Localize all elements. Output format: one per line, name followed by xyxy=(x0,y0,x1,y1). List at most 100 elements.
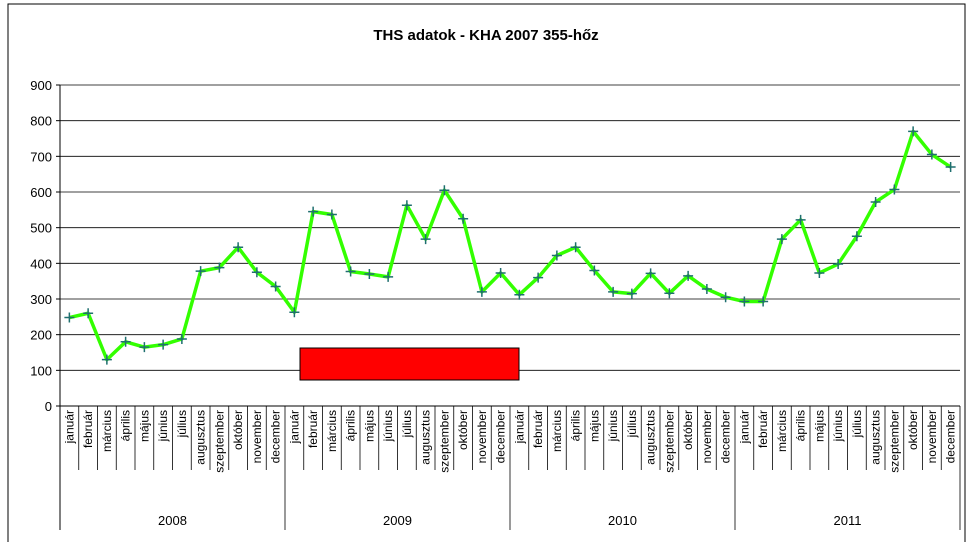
data-marker xyxy=(533,272,544,283)
data-marker xyxy=(195,266,206,277)
data-marker xyxy=(833,259,844,270)
data-marker xyxy=(101,354,112,365)
data-marker xyxy=(758,296,769,307)
x-tick-label: május xyxy=(587,410,601,442)
data-marker xyxy=(420,234,431,245)
data-marker xyxy=(720,292,731,303)
data-marker xyxy=(439,185,450,196)
y-tick-label: 400 xyxy=(30,256,52,271)
data-marker xyxy=(401,200,412,211)
x-tick-label: február xyxy=(531,410,545,448)
x-tick-label: szeptember xyxy=(887,410,901,473)
data-marker xyxy=(214,262,225,273)
x-tick-label: május xyxy=(812,410,826,442)
data-marker xyxy=(495,267,506,278)
x-tick-label: október xyxy=(456,410,470,450)
x-tick-label: január xyxy=(287,410,301,444)
y-tick-label: 600 xyxy=(30,185,52,200)
data-marker xyxy=(345,266,356,277)
data-marker xyxy=(739,296,750,307)
y-tick-label: 0 xyxy=(45,399,52,414)
x-tick-label: március xyxy=(100,410,114,452)
data-marker xyxy=(514,289,525,300)
x-tick-label: május xyxy=(137,410,151,442)
x-tick-label: február xyxy=(306,410,320,448)
data-marker xyxy=(139,342,150,353)
x-tick-label: november xyxy=(250,410,264,463)
x-tick-label: október xyxy=(231,410,245,450)
data-marker xyxy=(889,184,900,195)
x-tick-label: augusztus xyxy=(194,410,208,465)
data-marker xyxy=(570,242,581,253)
data-marker xyxy=(458,213,469,224)
x-tick-label: június xyxy=(831,410,845,442)
group-label: 2008 xyxy=(158,513,187,528)
x-tick-label: szeptember xyxy=(662,410,676,473)
x-tick-label: március xyxy=(325,410,339,452)
y-tick-label: 900 xyxy=(30,78,52,93)
x-tick-label: március xyxy=(550,410,564,452)
data-marker xyxy=(233,242,244,253)
data-marker xyxy=(364,269,375,280)
x-tick-label: április xyxy=(794,410,808,441)
x-tick-label: november xyxy=(700,410,714,463)
x-tick-label: december xyxy=(944,410,958,463)
data-marker xyxy=(289,307,300,318)
group-label: 2009 xyxy=(383,513,412,528)
data-marker xyxy=(308,206,319,217)
y-tick-label: 700 xyxy=(30,149,52,164)
chart-frame xyxy=(7,3,966,542)
data-marker xyxy=(83,308,94,319)
y-tick-label: 800 xyxy=(30,114,52,129)
x-tick-label: január xyxy=(737,410,751,444)
y-tick-label: 100 xyxy=(30,363,52,378)
x-tick-label: április xyxy=(569,410,583,441)
highlight-box xyxy=(299,347,520,381)
data-marker xyxy=(176,333,187,344)
x-tick-label: július xyxy=(625,410,639,438)
data-marker xyxy=(270,281,281,292)
data-marker xyxy=(870,196,881,207)
x-tick-label: június xyxy=(606,410,620,442)
x-tick-label: június xyxy=(156,410,170,442)
x-tick-label: július xyxy=(850,410,864,438)
x-tick-label: szeptember xyxy=(212,410,226,473)
data-marker xyxy=(326,209,337,220)
x-tick-label: november xyxy=(475,410,489,463)
x-tick-label: augusztus xyxy=(644,410,658,465)
x-tick-label: július xyxy=(175,410,189,438)
y-tick-label: 500 xyxy=(30,221,52,236)
data-marker xyxy=(851,231,862,242)
y-tick-label: 200 xyxy=(30,328,52,343)
x-tick-label: február xyxy=(81,410,95,448)
x-tick-label: szeptember xyxy=(437,410,451,473)
x-tick-label: január xyxy=(62,410,76,444)
data-marker xyxy=(908,126,919,137)
x-tick-label: március xyxy=(775,410,789,452)
y-tick-label: 300 xyxy=(30,292,52,307)
x-tick-label: október xyxy=(681,410,695,450)
data-marker xyxy=(383,271,394,282)
data-marker xyxy=(251,267,262,278)
x-tick-label: április xyxy=(344,410,358,441)
x-tick-label: augusztus xyxy=(869,410,883,465)
data-marker xyxy=(626,288,637,299)
data-marker xyxy=(158,339,169,350)
x-tick-label: január xyxy=(512,410,526,444)
data-marker xyxy=(120,336,131,347)
data-marker xyxy=(945,162,956,173)
data-marker xyxy=(926,149,937,160)
x-tick-label: november xyxy=(925,410,939,463)
group-label: 2010 xyxy=(608,513,637,528)
x-tick-label: február xyxy=(756,410,770,448)
data-marker xyxy=(776,234,787,245)
x-tick-label: május xyxy=(362,410,376,442)
group-label: 2011 xyxy=(834,513,862,528)
data-marker xyxy=(476,286,487,297)
data-marker xyxy=(645,268,656,279)
x-tick-label: december xyxy=(494,410,508,463)
data-marker xyxy=(64,312,75,323)
data-marker xyxy=(795,214,806,225)
chart-title: THS adatok - KHA 2007 355-hőz xyxy=(373,27,598,44)
